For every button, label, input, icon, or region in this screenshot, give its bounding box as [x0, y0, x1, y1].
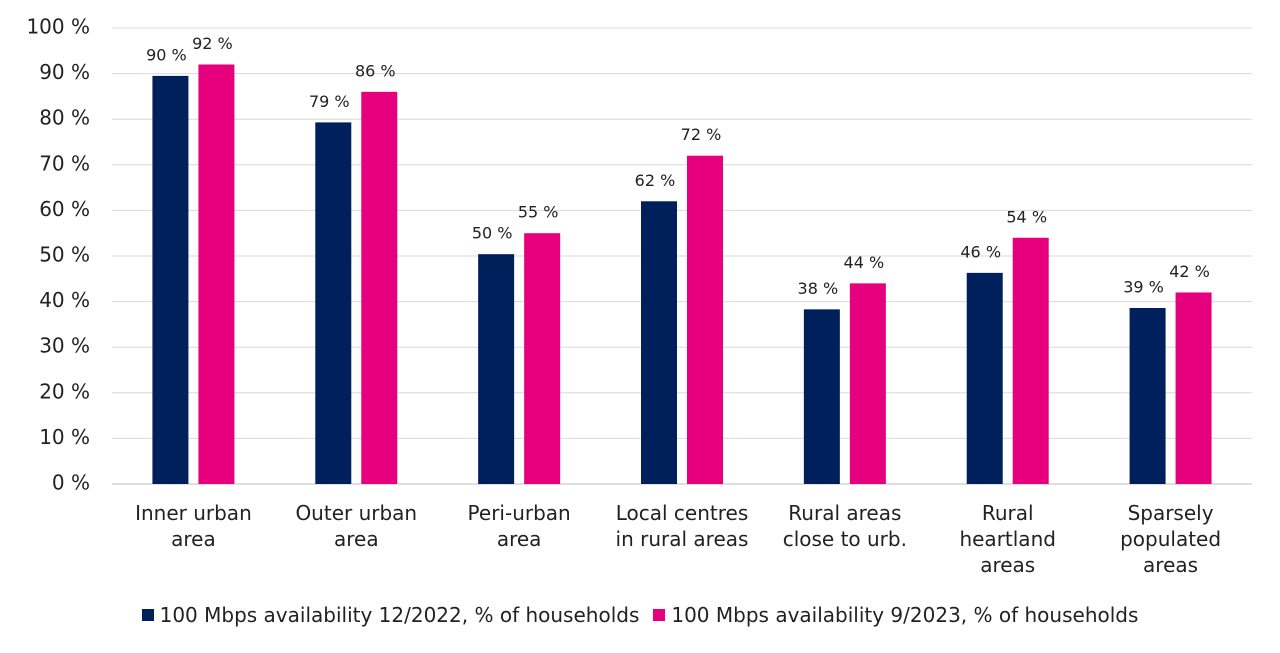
legend-item: 100 Mbps availability 12/2022, % of hous…: [141, 603, 640, 627]
value-label: 79 %: [309, 92, 350, 111]
value-label: 62 %: [635, 171, 676, 190]
value-label: 55 %: [518, 203, 559, 222]
x-tick-label: Sparsely populated areas: [1120, 501, 1222, 577]
value-label: 38 %: [798, 279, 839, 298]
y-tick-label: 90 %: [39, 60, 90, 84]
y-tick-label: 70 %: [39, 151, 90, 175]
bar: [198, 64, 235, 484]
value-label: 39 %: [1123, 277, 1164, 296]
legend-label: 100 Mbps availability 12/2022, % of hous…: [159, 603, 640, 627]
x-tick-label: Inner urban area: [135, 501, 252, 551]
y-tick-label: 80 %: [39, 106, 90, 130]
x-tick-label: Peri-urban area: [467, 501, 571, 551]
y-tick-label: 100 %: [26, 15, 90, 39]
bar: [361, 91, 398, 484]
plot: 0 % 10 % 20 % 30 % 40 % 50 % 60 % 70 % 80 % 90 % 1…: [26, 15, 1252, 495]
y-tick-label: 30 %: [39, 334, 90, 358]
bar: [641, 201, 677, 484]
y-tick-label: 50 %: [39, 243, 90, 267]
legend-item: 100 Mbps availability 9/2023, % of house…: [653, 603, 1138, 627]
legend-label: 100 Mbps availability 9/2023, % of house…: [671, 603, 1139, 627]
value-label: 92 %: [192, 34, 233, 53]
y-tick-label: 40 %: [39, 288, 90, 312]
value-label: 44 %: [844, 253, 885, 272]
y-tick-label: 60 %: [39, 197, 90, 221]
legend-swatch: [653, 609, 666, 621]
x-tick-label: Local centres in rural areas: [615, 501, 749, 551]
bar: [849, 283, 886, 484]
x-tick-label: Rural areas close to urb.: [782, 501, 907, 551]
legend: 100 Mbps availability 12/2022, % of hous…: [0, 603, 1280, 627]
bar: [1129, 307, 1166, 484]
bar: [803, 309, 840, 484]
y-tick-label: 0 %: [52, 471, 90, 495]
y-tick-label: 10 %: [39, 425, 90, 449]
value-label: 42 %: [1169, 262, 1210, 281]
bar: [524, 233, 561, 484]
legend-swatch: [141, 609, 154, 621]
value-label: 54 %: [1006, 207, 1047, 226]
value-label: 90 %: [146, 45, 187, 64]
bar: [687, 155, 723, 484]
value-label: 46 %: [960, 242, 1001, 261]
x-tick-label: Outer urban area: [295, 501, 418, 551]
bar: [315, 122, 352, 484]
x-tick-label: Rural heartland areas: [959, 501, 1056, 577]
value-label: 86 %: [355, 61, 396, 80]
value-label: 72 %: [681, 125, 722, 144]
value-label: 50 %: [472, 224, 513, 243]
bar: [152, 75, 189, 484]
y-tick-label: 20 %: [39, 379, 90, 403]
bar: [1012, 237, 1049, 484]
bar: [478, 254, 515, 484]
bar: [966, 272, 1003, 484]
bar: [1175, 292, 1212, 484]
